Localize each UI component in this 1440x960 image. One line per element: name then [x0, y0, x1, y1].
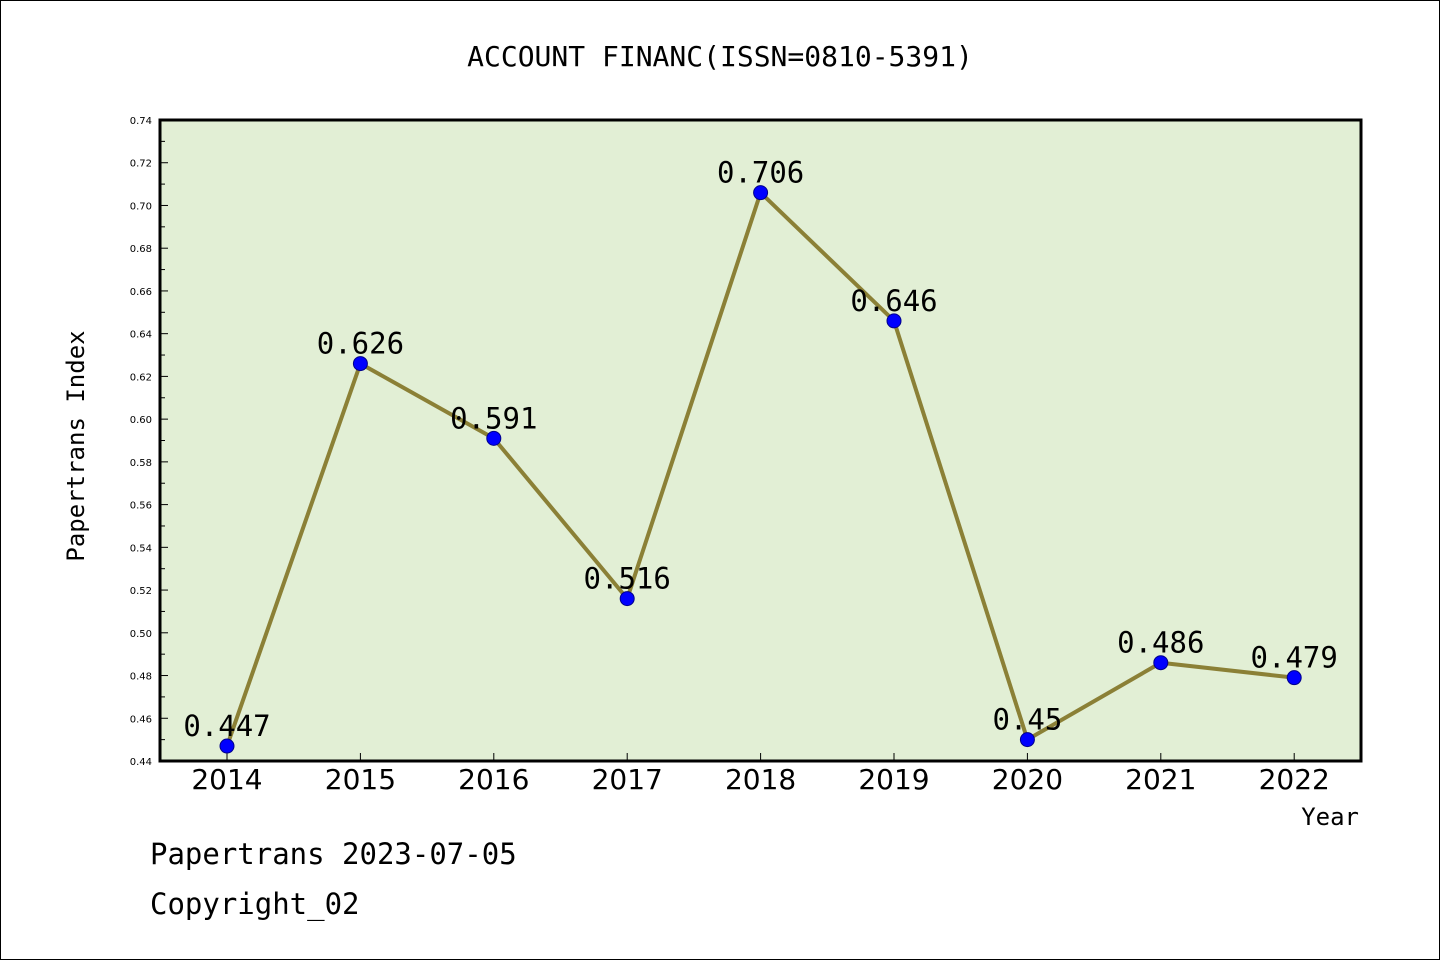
y-tick-label: 0.52 [130, 586, 152, 597]
y-tick-label: 0.54 [130, 543, 152, 554]
x-tick-label: 2021 [1125, 763, 1196, 796]
data-label: 0.486 [1117, 626, 1204, 660]
footer-date: Papertrans 2023-07-05 [150, 837, 517, 871]
footer-copyright: Copyright_02 [150, 887, 360, 922]
data-label: 0.479 [1251, 641, 1338, 675]
data-point [486, 430, 502, 446]
data-labels: 0.447 0.626 0.591 0.516 0.706 0.646 0.45 0.486 0… [183, 156, 1338, 743]
data-point [352, 356, 368, 372]
y-tick-label: 0.72 [130, 159, 152, 170]
plot-area [158, 118, 1363, 763]
x-tick-label: 2016 [458, 763, 529, 796]
data-point [219, 738, 235, 754]
y-tick-label: 0.56 [130, 501, 152, 512]
data-label: 0.45 [992, 703, 1062, 737]
x-tick-label: 2020 [992, 763, 1063, 796]
data-label: 0.591 [450, 401, 537, 435]
y-axis-label: Papertrans Index [62, 330, 90, 561]
y-tick-label: 0.46 [130, 714, 152, 725]
data-point [1286, 670, 1302, 686]
data-point [753, 185, 769, 201]
y-axis-ticks: 0.44 0.46 0.48 0.50 0.52 0.54 0.56 0.58 0.60 0.62… [130, 116, 168, 768]
y-tick-label: 0.48 [130, 672, 152, 683]
data-label: 0.447 [183, 709, 270, 743]
y-tick-label: 0.74 [130, 116, 152, 127]
y-tick-label: 0.68 [130, 244, 152, 255]
y-tick-label: 0.50 [130, 629, 152, 640]
x-tick-label: 2018 [725, 763, 796, 796]
data-label: 0.626 [317, 327, 404, 361]
x-tick-label: 2017 [592, 763, 663, 796]
x-tick-label: 2015 [325, 763, 396, 796]
chart-title: ACCOUNT FINANC(ISSN=0810-5391) [467, 40, 973, 73]
data-label: 0.646 [850, 284, 937, 318]
data-points [219, 185, 1302, 754]
x-tick-label: 2022 [1259, 763, 1330, 796]
y-tick-label: 0.62 [130, 372, 152, 383]
y-tick-label: 0.58 [130, 458, 152, 469]
x-tick-label: 2019 [858, 763, 929, 796]
data-point [1153, 655, 1169, 671]
y-tick-label: 0.66 [130, 287, 152, 298]
data-point [1019, 732, 1035, 748]
y-tick-label: 0.70 [130, 201, 152, 212]
x-axis-ticks: 2014 2015 2016 2017 2018 2019 2020 2021 2022 [191, 753, 1330, 796]
data-point [886, 313, 902, 329]
y-tick-label: 0.64 [130, 330, 152, 341]
y-tick-label: 0.44 [130, 757, 152, 768]
data-point [619, 591, 635, 607]
x-tick-label: 2014 [191, 763, 262, 796]
x-axis-label: Year [1301, 803, 1359, 831]
data-label: 0.516 [584, 562, 671, 596]
y-tick-label: 0.60 [130, 415, 152, 426]
data-label: 0.706 [717, 156, 804, 190]
